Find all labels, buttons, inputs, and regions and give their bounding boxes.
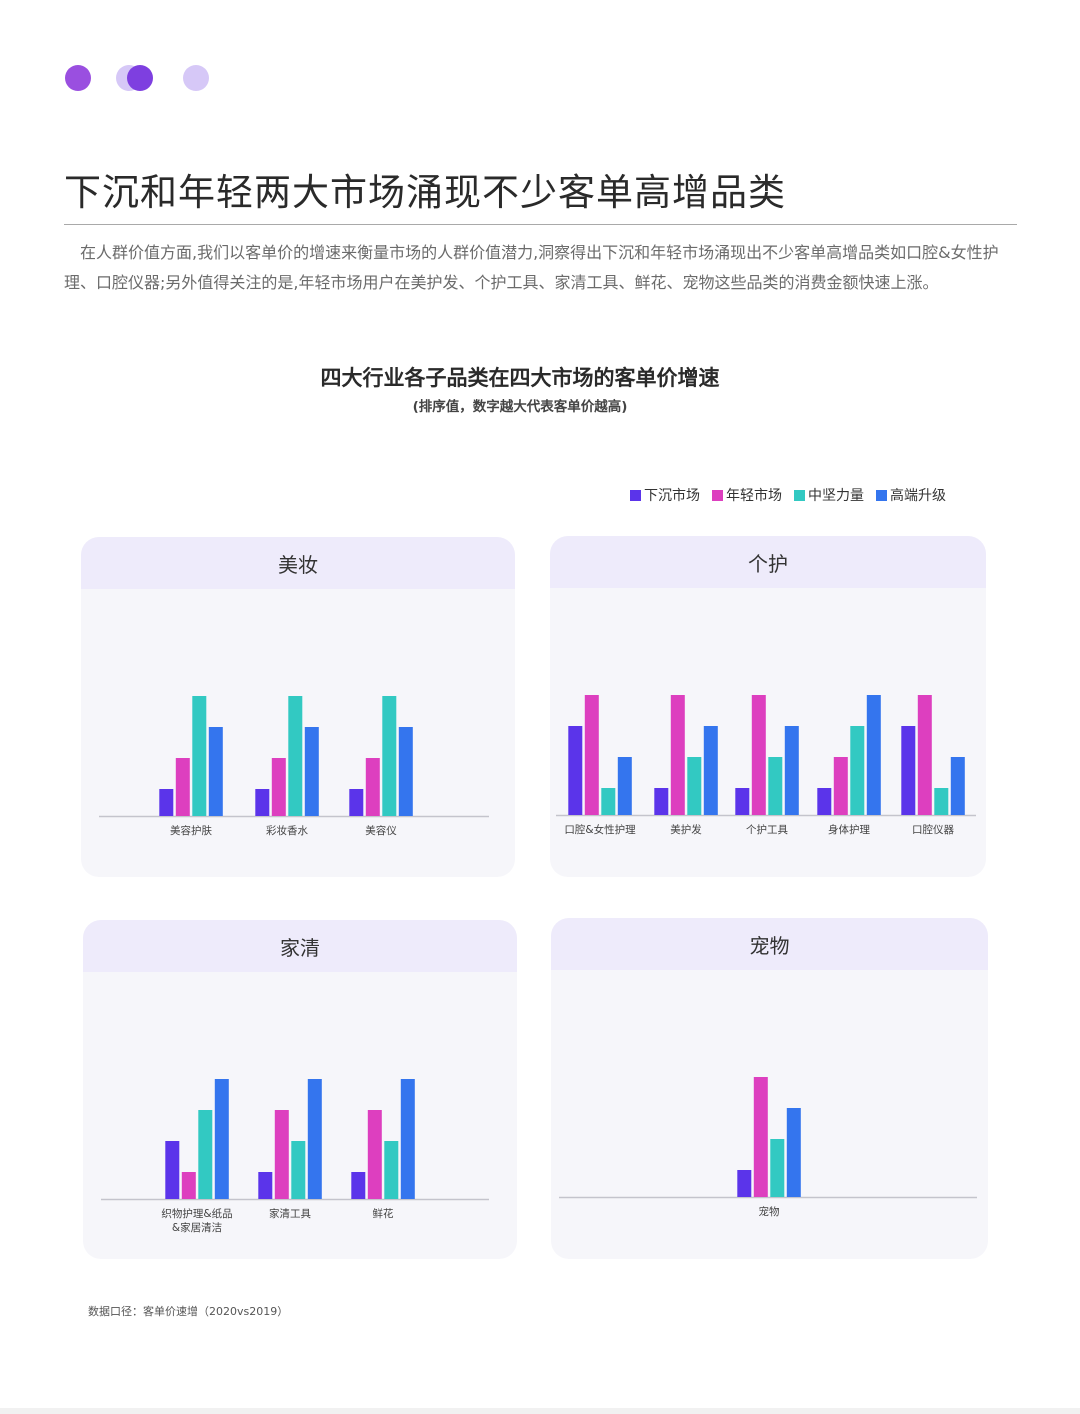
bar — [351, 1172, 366, 1199]
bar — [165, 1141, 180, 1199]
chart-title: 四大行业各子品类在四大市场的客单价增速 — [320, 366, 720, 390]
bar — [703, 726, 718, 815]
legend-swatch — [712, 489, 723, 501]
bar-chart: 织物护理&纸品&家居清洁 家清工具 鲜花 — [101, 1079, 489, 1234]
bar — [382, 696, 397, 816]
bar — [768, 757, 783, 815]
legend-label: 中坚力量 — [808, 488, 864, 504]
bar — [786, 1108, 801, 1197]
bar — [950, 757, 965, 815]
bar-chart: 宠物 — [559, 1077, 977, 1218]
x-tick-label: 口腔&女性护理 — [564, 823, 636, 836]
legend-item: 中坚力量 — [794, 485, 864, 505]
bar — [584, 695, 599, 815]
bar-chart: 口腔&女性护理 美护发 个护工具 身体护理 口腔仪器 — [556, 695, 976, 836]
bar — [670, 695, 685, 815]
bar — [654, 788, 669, 815]
bar — [398, 727, 413, 816]
bar — [258, 1172, 273, 1199]
data-footnote: 数据口径：客单价速增（2020vs2019） — [88, 1305, 289, 1318]
bar — [198, 1110, 213, 1199]
legend-swatch — [630, 489, 641, 501]
bar — [601, 788, 616, 815]
intro-paragraph: 在人群价值方面,我们以客单价的增速来衡量市场的人群价值潜力,洞察得出下沉和年轻市… — [64, 243, 999, 292]
x-tick-label: 美护发 — [670, 823, 702, 836]
bar — [784, 726, 799, 815]
bar — [255, 789, 270, 816]
bar — [934, 788, 949, 815]
bar — [833, 757, 848, 815]
legend-label: 下沉市场 — [644, 488, 700, 504]
legend-item: 高端升级 — [876, 485, 946, 505]
bar — [349, 789, 364, 816]
bar — [307, 1079, 322, 1199]
bar — [917, 695, 932, 815]
x-tick-label: &家居清洁 — [172, 1221, 222, 1234]
bar — [753, 1077, 768, 1197]
bar — [737, 1170, 752, 1197]
x-tick-label: 身体护理 — [828, 823, 870, 836]
bar — [181, 1172, 196, 1199]
x-tick-label: 个护工具 — [746, 823, 788, 836]
legend-item: 下沉市场 — [630, 485, 700, 505]
panel-title: 个护 — [550, 536, 986, 588]
bottom-band — [0, 1408, 1080, 1414]
legend-swatch — [794, 489, 805, 501]
decorative-dots — [64, 64, 224, 92]
bar — [365, 758, 380, 816]
dot-icon — [65, 65, 91, 91]
legend-label: 高端升级 — [890, 488, 946, 504]
chart-legend: 下沉市场 年轻市场 中坚力量 高端升级 — [630, 485, 946, 505]
bar — [400, 1079, 415, 1199]
bar-chart: 美容护肤 彩妆香水 美容仪 — [99, 696, 489, 837]
bar — [770, 1139, 785, 1197]
bar — [214, 1079, 229, 1199]
dot-icon — [127, 65, 153, 91]
bar — [751, 695, 766, 815]
dot-icon — [183, 65, 209, 91]
bar — [274, 1110, 289, 1199]
chart-subtitle: (排序值，数字越大代表客单价越高) — [412, 399, 628, 415]
x-tick-label: 口腔仪器 — [912, 823, 954, 836]
page-title: 下沉和年轻两大市场涌现不少客单高增品类 — [64, 171, 786, 214]
bar — [208, 727, 223, 816]
bar — [617, 757, 632, 815]
bar — [568, 726, 583, 815]
bar — [159, 789, 174, 816]
panel-title: 美妆 — [81, 537, 515, 589]
bar — [304, 727, 319, 816]
bar — [735, 788, 750, 815]
panel-home-cleaning: 家清 织物护理&纸品 &家居清洁 家清工具 鲜花 — [83, 920, 517, 1259]
legend-label: 年轻市场 — [726, 488, 782, 504]
panel-title: 宠物 — [551, 918, 988, 970]
bar — [687, 757, 702, 815]
bar — [901, 726, 916, 815]
panel-personal-care: 个护 口腔&女性护理 美护发 个护工具 身体护理 口腔仪器 — [550, 536, 986, 877]
bar — [192, 696, 207, 816]
bar — [291, 1141, 306, 1199]
bar — [850, 726, 865, 815]
bar — [288, 696, 303, 816]
x-tick-label: 彩妆香水 — [266, 824, 308, 837]
legend-item: 年轻市场 — [712, 485, 782, 505]
panel-title: 家清 — [83, 920, 517, 972]
x-tick-label: 鲜花 — [373, 1207, 394, 1220]
x-tick-label: 家清工具 — [269, 1207, 311, 1220]
panel-beauty: 美妆 美容护肤 彩妆香水 美容仪 — [81, 537, 515, 877]
x-tick-label: 美容护肤 — [170, 824, 212, 837]
bar — [384, 1141, 399, 1199]
title-divider — [64, 224, 1017, 225]
x-tick-label: 美容仪 — [365, 824, 397, 837]
panel-pets: 宠物 宠物 — [551, 918, 988, 1259]
x-tick-label: 织物护理&纸品 — [161, 1207, 232, 1220]
bar — [271, 758, 286, 816]
legend-swatch — [876, 489, 887, 501]
bar — [866, 695, 881, 815]
bar — [367, 1110, 382, 1199]
bar — [175, 758, 190, 816]
bar — [817, 788, 832, 815]
x-tick-label: 宠物 — [759, 1205, 780, 1218]
